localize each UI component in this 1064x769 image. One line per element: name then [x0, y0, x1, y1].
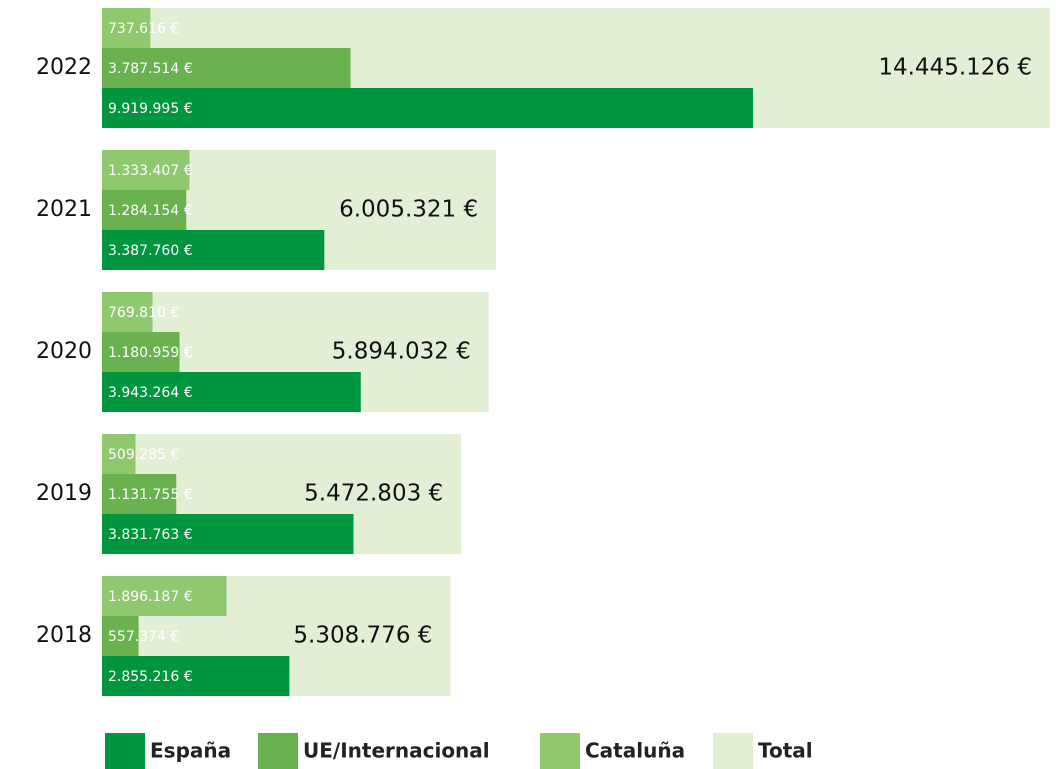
bar — [102, 88, 754, 128]
bar-label: 3.943.264 € — [108, 385, 193, 401]
legend-label: Total — [758, 739, 813, 763]
legend-label: UE/Internacional — [303, 739, 490, 763]
legend-label: Cataluña — [585, 739, 685, 763]
bar — [102, 372, 361, 412]
bar — [102, 616, 139, 656]
bar-label: 1.284.154 € — [108, 203, 193, 219]
bar-label: 557.374 € — [108, 629, 179, 645]
year-label: 2018 — [36, 623, 92, 648]
bar-label: 9.919.995 € — [108, 101, 193, 117]
year-label: 2019 — [36, 481, 92, 506]
bar-label: 509.285 € — [108, 447, 179, 463]
bar-label: 1.896.187 € — [108, 589, 193, 605]
bar — [102, 434, 136, 474]
bar-label: 3.831.763 € — [108, 527, 193, 543]
bar-label: 3.787.514 € — [108, 61, 193, 77]
bar — [102, 332, 180, 372]
year-label: 2021 — [36, 197, 92, 222]
total-label: 14.445.126 € — [878, 55, 1032, 81]
total-label: 5.472.803 € — [304, 481, 443, 507]
legend-swatch — [258, 733, 298, 769]
bar-label: 1.333.407 € — [108, 163, 193, 179]
year-label: 2022 — [36, 55, 92, 80]
bar — [102, 292, 153, 332]
bar-label: 1.131.755 € — [108, 487, 193, 503]
bar — [102, 474, 177, 514]
bar — [102, 48, 351, 88]
total-label: 5.894.032 € — [332, 339, 471, 365]
bar — [102, 150, 190, 190]
bar — [102, 190, 187, 230]
legend-swatch — [540, 733, 580, 769]
bar — [102, 656, 290, 696]
bar-label: 3.387.760 € — [108, 243, 193, 259]
bar-label: 2.855.216 € — [108, 669, 193, 685]
year-label: 2020 — [36, 339, 92, 364]
bar — [102, 8, 151, 48]
bar-label: 737.616 € — [108, 21, 179, 37]
bar — [102, 576, 227, 616]
total-label: 5.308.776 € — [293, 623, 432, 649]
legend-label: España — [150, 739, 231, 763]
bar-label: 769.810 € — [108, 305, 179, 321]
legend-swatch — [105, 733, 145, 769]
bar-label: 1.180.959 € — [108, 345, 193, 361]
bar — [102, 514, 354, 554]
bar — [102, 230, 325, 270]
legend-swatch — [713, 733, 753, 769]
total-label: 6.005.321 € — [339, 197, 478, 223]
